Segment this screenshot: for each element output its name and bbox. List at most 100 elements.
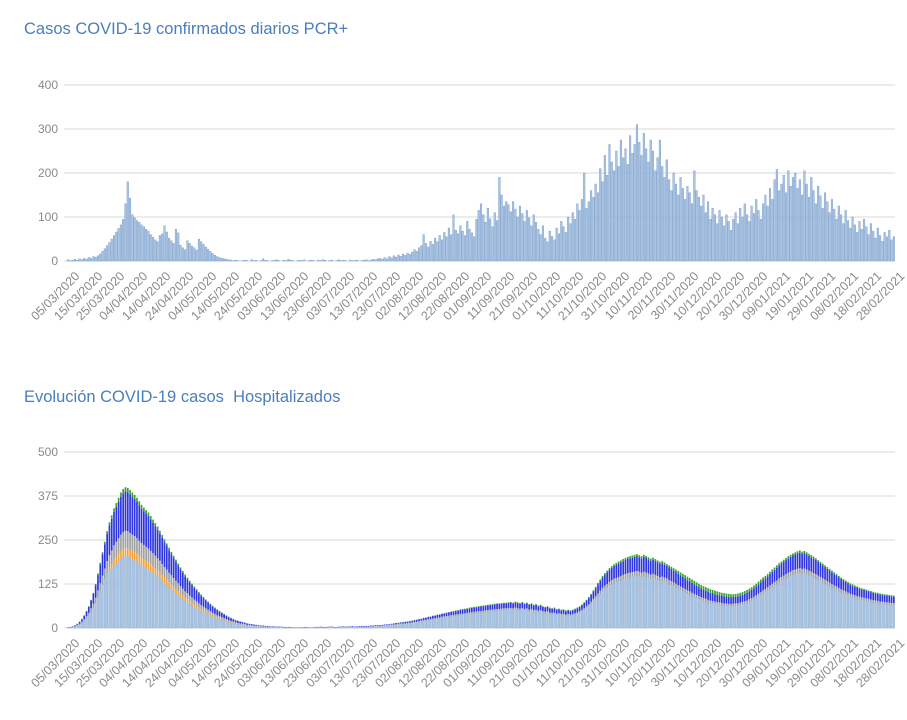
bar-segment-serie-verde [675, 569, 677, 573]
bar [486, 208, 489, 262]
bar [390, 257, 393, 262]
bar [723, 225, 726, 262]
bar-segment-serie-gris [753, 596, 755, 600]
bar-segment-serie-gris [553, 612, 556, 614]
bar-segment-serie-azul-claro [376, 625, 379, 629]
bar [512, 201, 515, 262]
bar-segment-serie-azul-claro [496, 610, 499, 629]
bar-segment-serie-azul [698, 587, 700, 596]
bar-segment-serie-azul [865, 590, 868, 599]
bar-segment-serie-azul [539, 605, 542, 611]
bar [193, 247, 196, 262]
bar [342, 259, 345, 262]
bar [865, 226, 868, 262]
bar-segment-serie-azul-claro [537, 612, 540, 629]
bar-segment-serie-gris [624, 574, 627, 579]
bar-segment-serie-azul-claro [567, 614, 570, 629]
bar-segment-serie-verde [145, 510, 147, 514]
bar-segment-serie-azul [363, 626, 365, 627]
bar-segment-serie-gris [227, 620, 230, 622]
bar-segment-serie-verde [672, 568, 675, 571]
bar [119, 224, 122, 262]
bar-segment-serie-verde [886, 594, 888, 596]
bar-segment-serie-gris [149, 550, 152, 565]
bar-segment-serie-azul [409, 621, 411, 623]
bar-segment-serie-gris [741, 601, 744, 605]
bar-segment-serie-verde [94, 584, 97, 586]
bar-segment-serie-azul-claro [165, 584, 168, 629]
bar-segment-serie-azul-claro [824, 583, 827, 629]
bar [356, 259, 359, 262]
bar-segment-serie-azul-claro [147, 569, 150, 629]
bar-segment-serie-gris [672, 582, 675, 587]
bar-segment-serie-gris [684, 588, 686, 593]
bar-segment-serie-verde [526, 602, 528, 604]
bar-segment-serie-azul-claro [388, 625, 391, 629]
bar-segment-serie-azul-claro [269, 626, 271, 629]
bar [732, 219, 735, 262]
bar-segment-serie-azul-claro [92, 607, 95, 629]
bar-segment-serie-gris [622, 574, 625, 580]
bar [509, 211, 512, 262]
bar-segment-serie-naranja [149, 564, 152, 571]
bar-segment-serie-azul [759, 582, 762, 593]
bar-segment-serie-gris [640, 572, 643, 577]
bar-segment-serie-verde [131, 492, 134, 497]
bar-segment-serie-gris [441, 616, 443, 618]
bar-segment-serie-azul [796, 553, 799, 569]
bar-segment-serie-azul-claro [328, 626, 331, 629]
bar-segment-serie-azul [831, 572, 833, 584]
bar-segment-serie-azul [746, 592, 748, 601]
bar-segment-serie-azul [542, 606, 544, 612]
bar-segment-serie-azul [436, 614, 439, 618]
bar-segment-serie-verde [493, 603, 496, 605]
bar [881, 241, 884, 262]
bar [365, 259, 368, 262]
bar-segment-serie-verde [90, 599, 92, 601]
bar-segment-serie-azul [707, 591, 709, 600]
bar [693, 170, 696, 262]
bar [282, 259, 285, 262]
bar-segment-serie-azul [216, 610, 219, 616]
bar-segment-serie-azul-claro [402, 623, 404, 629]
bar-segment-serie-azul [170, 554, 173, 576]
bar-segment-serie-azul [131, 496, 134, 535]
bar [610, 161, 613, 262]
bar-segment-serie-azul-claro [528, 610, 531, 629]
bar [168, 237, 171, 262]
bar-segment-serie-gris [659, 577, 661, 582]
bar [493, 212, 496, 262]
y-tick-label: 125 [37, 577, 58, 591]
bar-segment-serie-azul-claro [475, 612, 478, 629]
bar-segment-serie-gris [195, 601, 198, 606]
bar-segment-serie-azul-claro [684, 591, 687, 629]
bar-segment-serie-azul-claro [691, 595, 693, 629]
bar [587, 201, 590, 262]
bar [108, 242, 111, 262]
bar-segment-serie-azul [631, 557, 634, 573]
bar-segment-serie-azul [801, 553, 803, 569]
bar [422, 234, 425, 262]
bar-segment-serie-azul [241, 622, 244, 624]
bar-segment-serie-azul [448, 612, 450, 616]
bar-segment-serie-azul-claro [227, 622, 230, 629]
bar-segment-serie-verde [601, 575, 604, 578]
bar-segment-serie-azul [209, 604, 212, 612]
bar-segment-serie-azul-claro [103, 578, 106, 629]
bar-segment-serie-azul-claro [399, 623, 402, 629]
bar [734, 212, 737, 262]
bar-segment-serie-azul-claro [321, 627, 324, 629]
bar-segment-serie-azul-claro [181, 598, 184, 629]
bar-segment-serie-azul [565, 611, 567, 615]
bar-segment-serie-gris [115, 541, 118, 557]
bar [170, 240, 173, 262]
bar-segment-serie-gris [631, 572, 634, 577]
bar-segment-serie-gris [429, 619, 432, 620]
bar-segment-serie-gris [617, 576, 620, 581]
bar-segment-serie-azul-claro [808, 575, 810, 629]
bar-segment-serie-azul-claro [766, 590, 769, 629]
bar-segment-serie-verde [553, 607, 556, 609]
bar-segment-serie-gris [220, 617, 223, 619]
bar-segment-serie-gris [702, 598, 705, 601]
bar-segment-serie-gris [727, 603, 730, 606]
